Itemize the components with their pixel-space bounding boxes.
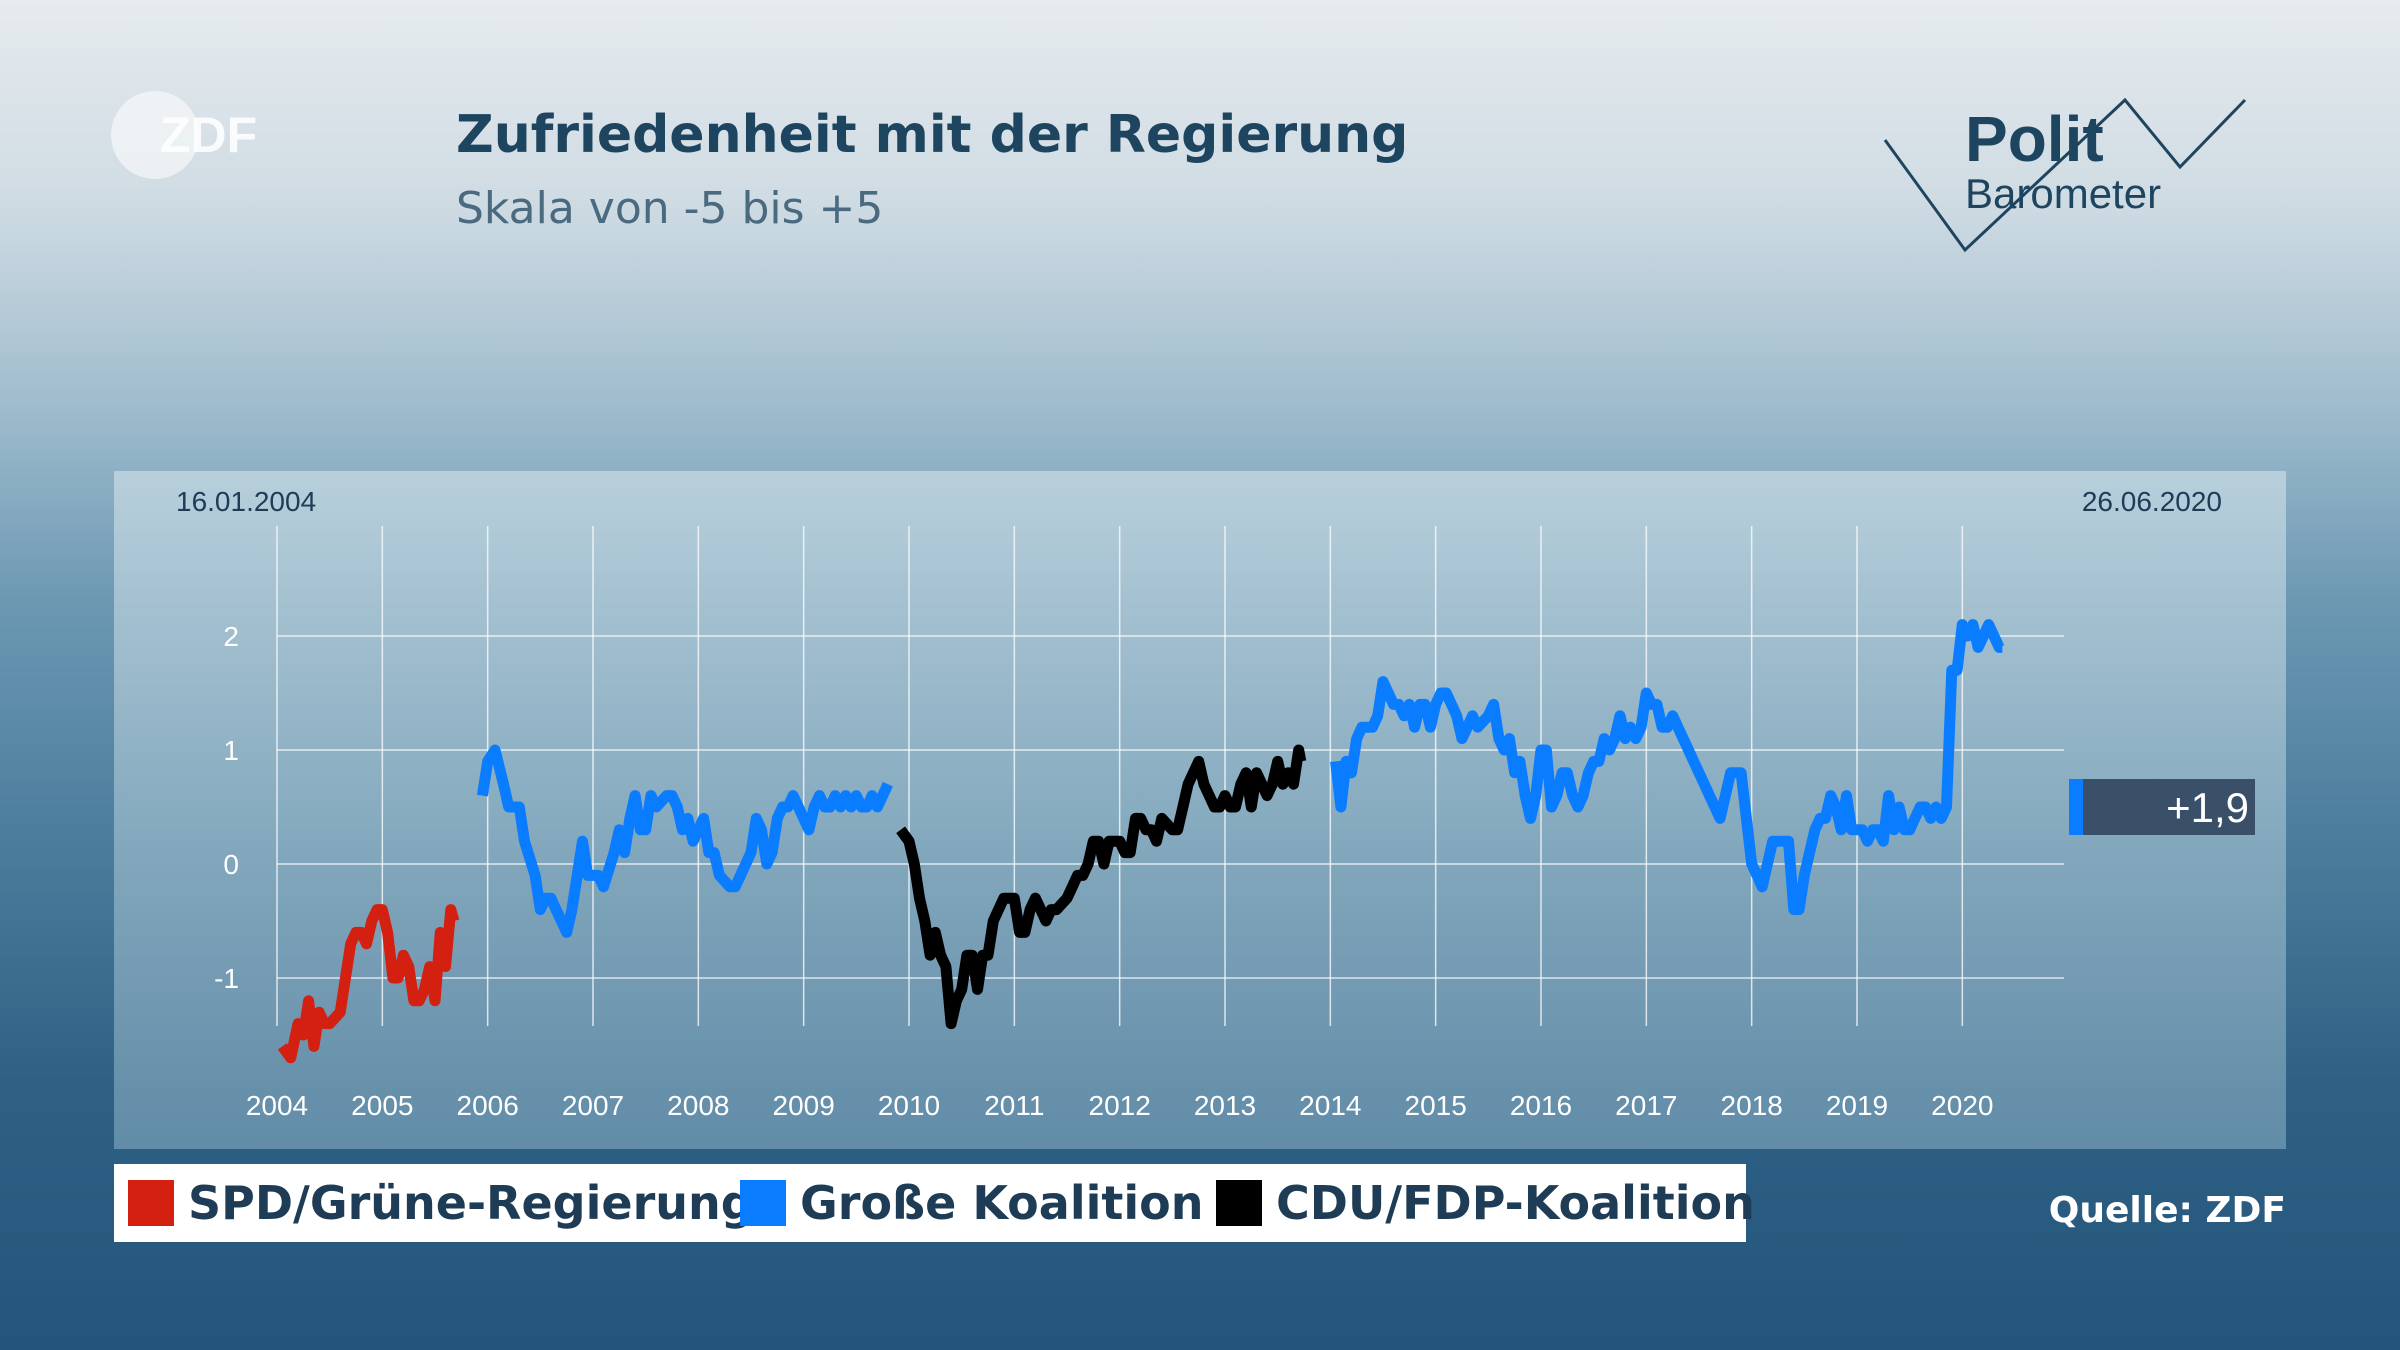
politbarometer-logo: Polit Barometer: [1875, 95, 2255, 265]
legend-swatch-blue: [740, 1180, 786, 1226]
current-value-label: +1,9: [2166, 784, 2249, 831]
y-tick-label: 1: [223, 735, 239, 766]
x-tick-label: 2017: [1615, 1090, 1677, 1121]
page-subtitle: Skala von -5 bis +5: [456, 183, 884, 234]
y-tick-label: -1: [214, 963, 239, 994]
x-tick-label: 2016: [1510, 1090, 1572, 1121]
series-line-1: [277, 904, 460, 1064]
legend-label: SPD/Grüne-Regierung: [188, 1176, 754, 1230]
legend-swatch-black: [1216, 1180, 1262, 1226]
end-date-label: 26.06.2020: [2082, 486, 2222, 517]
legend-item-spd-gruene: SPD/Grüne-Regierung: [128, 1164, 754, 1242]
x-tick-label: 2020: [1931, 1090, 1993, 1121]
x-tick-label: 2004: [246, 1090, 308, 1121]
y-tick-label: 2: [223, 621, 239, 652]
zdf-logo: ZDF: [110, 90, 290, 180]
legend: SPD/Grüne-Regierung Große Koalition CDU/…: [114, 1164, 1755, 1242]
page-title: Zufriedenheit mit der Regierung: [456, 105, 1409, 165]
current-value-marker: [2069, 779, 2083, 835]
x-tick-label: 2014: [1299, 1090, 1361, 1121]
line-chart: 2004 2005 2006 2007 2008 2009 2010 2011 2012 2013…: [176, 486, 2255, 1121]
x-tick-label: 2018: [1721, 1090, 1783, 1121]
x-tick-label: 2015: [1405, 1090, 1467, 1121]
start-date-label: 16.01.2004: [176, 486, 316, 517]
series-line-2: [476, 744, 893, 938]
legend-swatch-red: [128, 1180, 174, 1226]
series-line-3: [896, 744, 1307, 1030]
legend-label: Große Koalition: [800, 1176, 1204, 1230]
x-tick-label: 2006: [457, 1090, 519, 1121]
barometer-word: Barometer: [1965, 170, 2162, 217]
x-tick-label: 2011: [984, 1090, 1044, 1121]
x-tick-label: 2009: [773, 1090, 835, 1121]
legend-label: CDU/FDP-Koalition: [1276, 1176, 1755, 1230]
x-tick-label: 2019: [1826, 1090, 1888, 1121]
x-tick-label: 2010: [878, 1090, 940, 1121]
chart-panel: 2004 2005 2006 2007 2008 2009 2010 2011 2012 2013…: [114, 471, 2286, 1149]
source-note: Quelle: ZDF: [2048, 1190, 2286, 1231]
x-tick-label: 2007: [562, 1090, 624, 1121]
legend-item-cdu-fdp: CDU/FDP-Koalition: [1216, 1164, 1755, 1242]
x-tick-label: 2005: [351, 1090, 413, 1121]
polit-word: Polit: [1965, 103, 2104, 175]
legend-item-grosse-koalition: Große Koalition: [740, 1164, 1203, 1242]
zdf-logo-text: ZDF: [160, 107, 257, 163]
y-tick-label: 0: [223, 849, 239, 880]
series-line-4: [1330, 619, 2005, 916]
x-tick-label: 2013: [1194, 1090, 1256, 1121]
x-tick-label: 2008: [667, 1090, 729, 1121]
current-value-box: [2083, 779, 2255, 835]
x-tick-label: 2012: [1089, 1090, 1151, 1121]
